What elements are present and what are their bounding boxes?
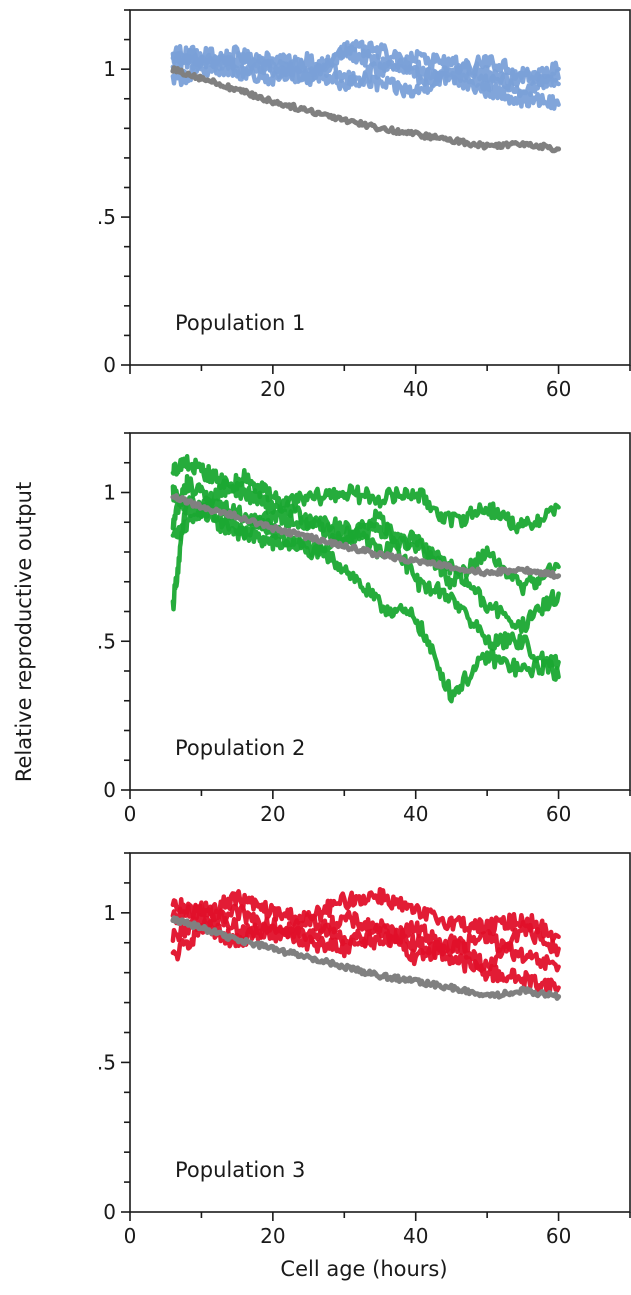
y-tick-label: .5 <box>97 205 116 229</box>
x-tick-label: 60 <box>546 1224 571 1248</box>
panels: 0 .5 1 20 40 60 Population 1 0 .5 1 0 20 40 60 Populat… <box>97 9 631 1248</box>
x-tick-label: 0 <box>124 802 137 826</box>
series-line-5 <box>170 468 561 597</box>
y-tick-label: 0 <box>103 353 116 377</box>
x-tick-label: 40 <box>403 802 428 826</box>
y-tick-label: 1 <box>103 481 116 505</box>
y-tick-label: 0 <box>103 1200 116 1224</box>
x-tick-label: 60 <box>546 802 571 826</box>
x-tick-label: 0 <box>124 1224 137 1248</box>
series-line-4 <box>170 43 561 99</box>
reference-line <box>170 915 562 1001</box>
reference-line <box>170 65 562 154</box>
series-line-4 <box>170 912 561 973</box>
x-axis-title: Cell age (hours) <box>280 1257 447 1281</box>
series-line-3 <box>170 39 561 88</box>
population-label: Population 1 <box>175 311 305 335</box>
series-line-3 <box>170 473 561 682</box>
y-tick-label: .5 <box>97 629 116 653</box>
x-tick-label: 20 <box>260 802 285 826</box>
y-tick-label: .5 <box>97 1050 116 1074</box>
panel-2: 0 .5 1 0 20 40 60 Population 2 <box>97 432 631 826</box>
series-line-2 <box>170 454 561 535</box>
population-label: Population 2 <box>175 736 305 760</box>
x-tick-label: 40 <box>403 1224 428 1248</box>
x-tick-label: 20 <box>260 377 285 401</box>
x-tick-label: 60 <box>546 377 571 401</box>
population-label: Population 3 <box>175 1158 305 1182</box>
x-tick-label: 40 <box>403 377 428 401</box>
series-line-1 <box>170 903 561 996</box>
panel-3: 0 .5 1 0 20 40 60 Population 3 <box>97 852 631 1248</box>
series-line-4 <box>170 484 561 634</box>
y-axis-title: Relative reproductive output <box>12 482 36 782</box>
reference-line <box>170 493 562 580</box>
y-tick-label: 1 <box>103 901 116 925</box>
series-line-2 <box>170 886 561 943</box>
x-tick-label: 20 <box>260 1224 285 1248</box>
y-tick-label: 0 <box>103 778 116 802</box>
y-tick-label: 1 <box>103 57 116 81</box>
panel-1: 0 .5 1 20 40 60 Population 1 <box>97 9 631 401</box>
